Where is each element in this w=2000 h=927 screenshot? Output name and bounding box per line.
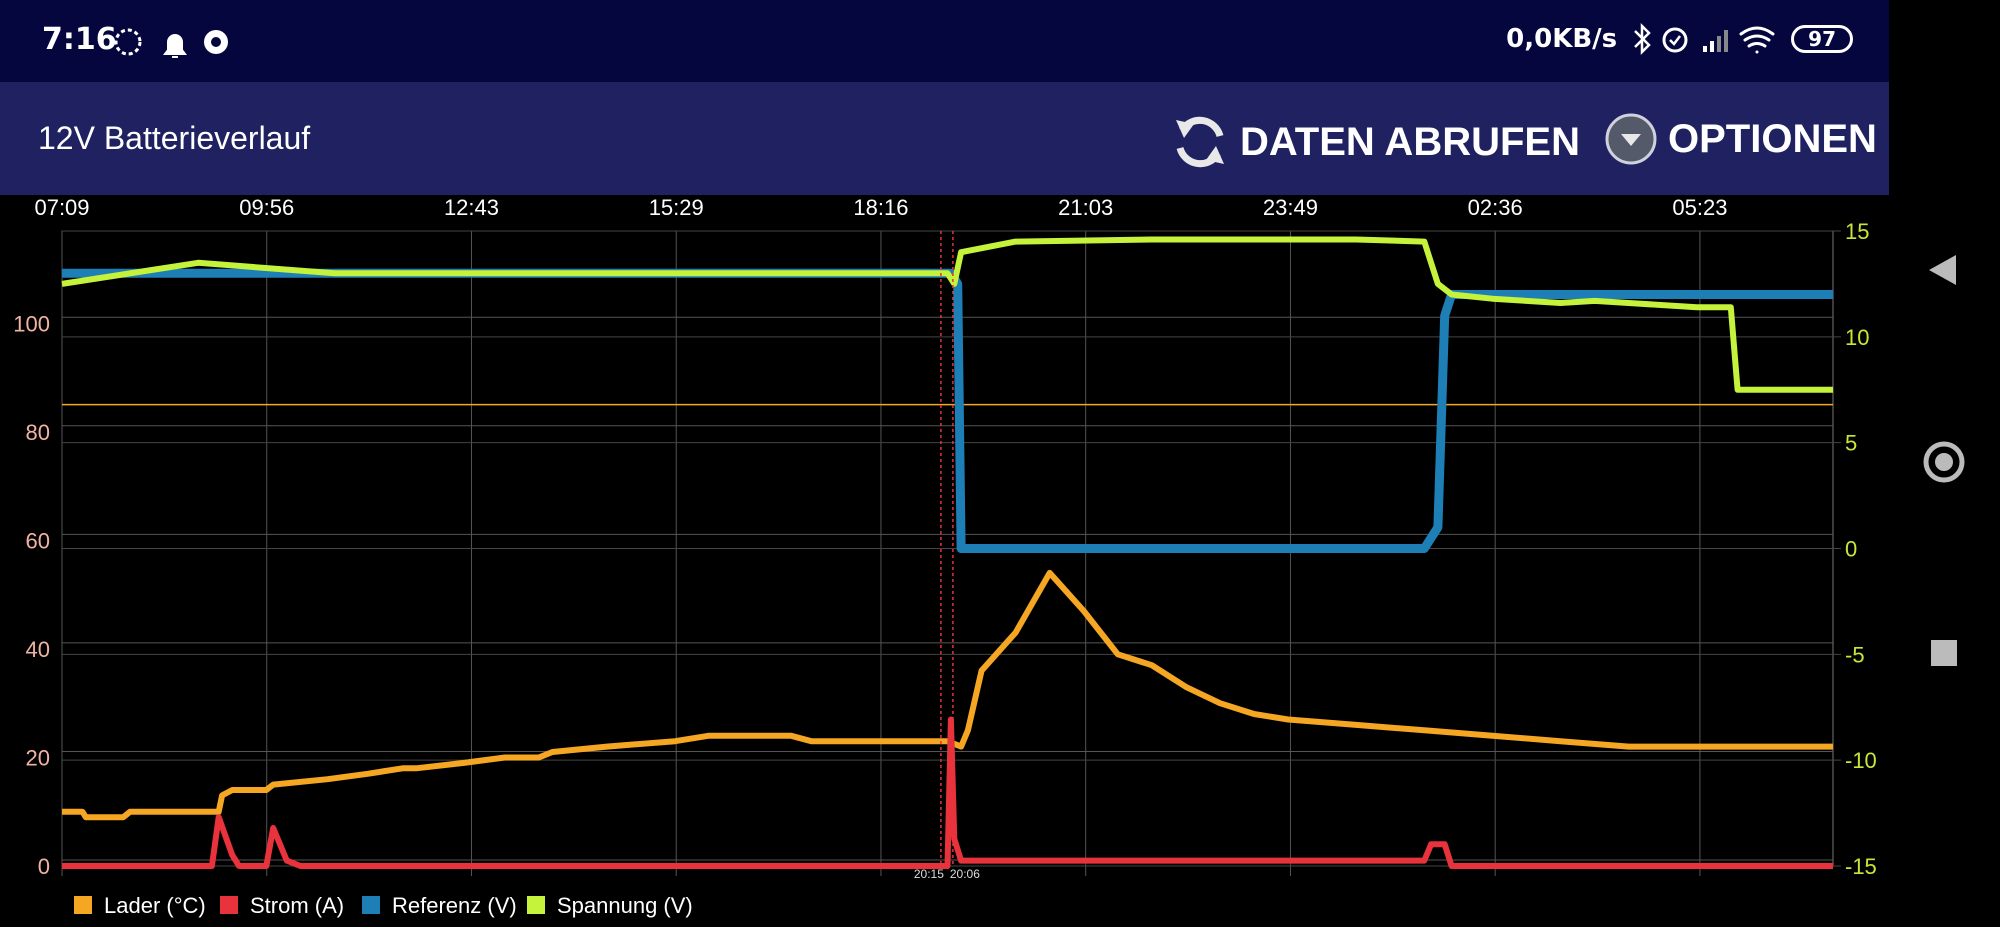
nav-bar bbox=[1889, 0, 2000, 923]
x-axis-ticks: 07:09 09:56 12:43 15:29 18:16 21:03 23:49 02:36… bbox=[34, 195, 1727, 220]
x-tick-label: 07:09 bbox=[34, 195, 89, 220]
right-tick-label: 0 bbox=[1845, 537, 1857, 562]
page-title: 12V Batterieverlauf bbox=[38, 120, 311, 156]
time-marker-label: 20:06 bbox=[950, 867, 980, 881]
left-tick-label: 0 bbox=[38, 854, 50, 879]
left-axis-ticks: 0 20 40 60 80 100 bbox=[13, 311, 50, 879]
status-right: 0,0KB/s 97 bbox=[1506, 22, 1853, 56]
legend-label: Strom (A) bbox=[250, 893, 344, 918]
chart-legend: Lader (°C) Strom (A) Referenz (V) Spannung … bbox=[74, 893, 693, 918]
alarm-icon bbox=[1662, 27, 1688, 53]
right-tick-label: -10 bbox=[1845, 748, 1877, 773]
x-tick-label: 21:03 bbox=[1058, 195, 1113, 220]
x-tick-label: 12:43 bbox=[444, 195, 499, 220]
legend-label: Referenz (V) bbox=[392, 893, 517, 918]
bluetooth-icon bbox=[1634, 22, 1651, 56]
refresh-data-label: DATEN ABRUFEN bbox=[1240, 119, 1580, 164]
x-tick-label: 05:23 bbox=[1672, 195, 1727, 220]
battery-indicator: 97 bbox=[1791, 25, 1853, 53]
time-markers: 20:15 20:06 bbox=[914, 231, 980, 881]
back-icon[interactable] bbox=[1929, 255, 1956, 285]
left-tick-label: 60 bbox=[26, 528, 50, 553]
series-line-lader bbox=[62, 569, 1833, 821]
recents-icon[interactable] bbox=[1931, 640, 1957, 666]
options-button[interactable]: OPTIONEN bbox=[1604, 112, 1877, 166]
cell-signal-icon bbox=[1703, 30, 1729, 52]
app-bar: 12V Batterieverlauf DATEN ABRUFEN OPTION… bbox=[0, 82, 1889, 195]
right-tick-label: 15 bbox=[1845, 219, 1869, 244]
series-line-referenz bbox=[62, 268, 1833, 553]
series-line-spannung bbox=[61, 236, 1833, 393]
left-tick-label: 20 bbox=[26, 745, 50, 770]
x-tick-label: 23:49 bbox=[1263, 195, 1318, 220]
legend-label: Lader (°C) bbox=[104, 893, 206, 918]
refresh-data-button[interactable]: DATEN ABRUFEN bbox=[1170, 112, 1580, 172]
net-speed: 0,0KB/s bbox=[1506, 24, 1618, 54]
legend-label: Spannung (V) bbox=[557, 893, 693, 918]
signal-app-icon bbox=[114, 28, 142, 56]
dropdown-circle-icon bbox=[1605, 113, 1657, 165]
status-left-icons bbox=[114, 28, 228, 58]
left-tick-label: 100 bbox=[13, 311, 50, 336]
bell-icon bbox=[163, 34, 187, 58]
right-tick-label: -15 bbox=[1845, 854, 1877, 879]
x-tick-label: 02:36 bbox=[1468, 195, 1523, 220]
left-tick-label: 40 bbox=[26, 637, 50, 662]
right-tick-label: 5 bbox=[1845, 431, 1857, 456]
status-time: 7:16 bbox=[42, 22, 117, 57]
options-label: OPTIONEN bbox=[1668, 116, 1877, 161]
legend-swatch bbox=[74, 896, 92, 914]
legend-swatch bbox=[527, 896, 545, 914]
battery-chart[interactable]: 07:09 09:56 12:43 15:29 18:16 21:03 23:49 02:36… bbox=[0, 195, 1889, 923]
time-marker-label: 20:15 bbox=[914, 867, 944, 881]
status-right-icons bbox=[1634, 22, 1775, 56]
x-tick-label: 18:16 bbox=[853, 195, 908, 220]
chart-series bbox=[61, 236, 1833, 869]
wifi-icon bbox=[1739, 26, 1775, 54]
x-tick-label: 15:29 bbox=[649, 195, 704, 220]
legend-swatch bbox=[220, 896, 238, 914]
right-tick-label: 10 bbox=[1845, 325, 1869, 350]
series-line-strom bbox=[62, 716, 1833, 869]
status-bar: 7:16 0,0KB/s 97 bbox=[0, 0, 1889, 82]
right-tick-label: -5 bbox=[1845, 642, 1865, 667]
left-tick-label: 80 bbox=[26, 420, 50, 445]
x-tick-label: 09:56 bbox=[239, 195, 294, 220]
home-icon[interactable] bbox=[1923, 441, 1965, 483]
right-axis-ticks: -15 -10 -5 0 5 10 15 bbox=[1845, 219, 1877, 879]
legend-swatch bbox=[362, 896, 380, 914]
refresh-icon bbox=[1176, 116, 1224, 168]
